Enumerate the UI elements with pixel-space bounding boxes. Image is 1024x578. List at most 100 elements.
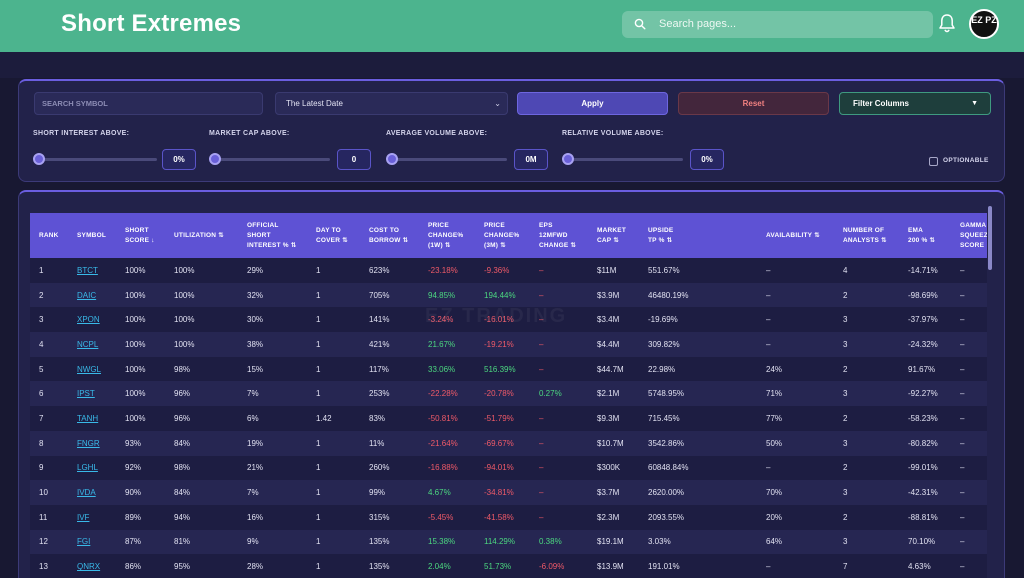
table-cell: 3 [843,537,848,547]
table-cell: 114.29% [484,537,515,547]
column-header[interactable]: OFFICIAL SHORT INTEREST % ⇅ [247,221,297,249]
table-cell: 94.85% [428,290,456,300]
table-cell: 86% [125,562,142,572]
table-scroll-area[interactable]: RANK SYMBOL SHORT SCORE ↓ UTILIZATION ⇅ OFFI… [30,213,987,578]
table-row[interactable]: 10 IVDA 90% 84% 7% 1 99% 4.67% -34.81% – $3.7M 2620… [30,480,987,505]
table-cell: – [539,315,544,325]
table-row[interactable]: 6 IPST 100% 96% 7% 1 253% -22.28% -20.78% 0.27% $2… [30,381,987,407]
table-cell: -23.18% [428,265,458,275]
table-row[interactable]: 8 FNGR 93% 84% 19% 1 11% -21.64% -69.67% – $10.7M 3… [30,430,987,456]
column-header[interactable]: PRICE CHANGE% (3M) ⇅ [484,221,520,249]
reset-button[interactable]: Reset [678,92,829,115]
table-cell: – [960,438,965,448]
column-header[interactable]: EMA 200 % ⇅ [908,226,936,244]
table-cell: 100% [174,290,195,300]
table-cell: – [766,463,771,473]
table-row[interactable]: 9 LGHL 92% 98% 21% 1 260% -16.88% -94.01% – $300K 6… [30,455,987,481]
table-cell: 551.67% [648,265,680,275]
symbol-link[interactable]: FNGR [77,438,100,448]
avatar[interactable]: EZ PZ [969,9,999,39]
optionable-checkbox[interactable] [929,157,938,166]
table-row[interactable]: 2 DAIC 100% 100% 32% 1 705% 94.85% 194.44% – $3.9M… [30,282,987,308]
relative-volume-label: RELATIVE VOLUME ABOVE: [562,130,664,137]
symbol-link[interactable]: BTCT [77,265,98,275]
relative-volume-value[interactable]: 0% [690,149,724,170]
date-select[interactable]: The Latest Date ⌄ [275,92,508,115]
table-cell: 7 [39,413,44,423]
symbol-link[interactable]: IVF [77,512,90,522]
header-spacer [0,52,1024,78]
column-header[interactable]: NUMBER OF ANALYSTS ⇅ [843,226,887,244]
column-header[interactable]: COST TO BORROW ⇅ [369,226,409,244]
table-cell: 1 [316,463,321,473]
apply-button[interactable]: Apply [517,92,668,115]
table-row[interactable]: 12 FGI 87% 81% 9% 1 135% 15.38% 114.29% 0.38% $19.… [30,529,987,555]
table-row[interactable]: 11 IVF 89% 94% 16% 1 315% -5.45% -41.58% – $2.3M 20… [30,504,987,530]
symbol-link[interactable]: TANH [77,413,99,423]
table-cell: – [766,315,771,325]
caret-down-icon: ▼ [971,100,978,107]
filter-panel: SEARCH SYMBOL The Latest Date ⌄ Apply Re… [18,79,1005,182]
table-row[interactable]: 3 XPON 100% 100% 30% 1 141% -3.24% -16.01% – $3.4M… [30,307,987,333]
column-header[interactable]: MARKET CAP ⇅ [597,226,627,244]
table-cell: 98% [174,364,191,374]
column-header[interactable]: AVAILABILITY ⇅ [766,231,820,239]
column-header[interactable]: UTILIZATION ⇅ [174,231,224,239]
table-cell: 91.67% [908,364,936,374]
average-volume-value[interactable]: 0M [514,149,548,170]
short-interest-value[interactable]: 0% [162,149,196,170]
table-cell: – [960,364,965,374]
symbol-link[interactable]: FGI [77,537,91,547]
symbol-link[interactable]: LGHL [77,463,98,473]
table-cell: 84% [174,488,191,498]
table-cell: -94.01% [484,463,514,473]
symbol-link[interactable]: XPON [77,315,100,325]
table-cell: 516.39% [484,364,516,374]
column-header[interactable]: DAY TO COVER ⇅ [316,226,348,244]
symbol-link[interactable]: QNRX [77,562,101,572]
relative-volume-slider-handle[interactable] [562,153,574,165]
table-scrollbar[interactable] [988,206,992,270]
column-header[interactable]: PRICE CHANGE% (1W) ⇅ [428,221,464,249]
column-header[interactable]: SHORT SCORE ↓ [125,226,155,244]
symbol-link[interactable]: IVDA [77,488,96,498]
search-symbol-input[interactable]: SEARCH SYMBOL [34,92,263,115]
search-icon [634,18,646,30]
table-cell: – [539,512,544,522]
table-cell: 100% [174,315,195,325]
symbol-link[interactable]: DAIC [77,290,97,300]
table-row[interactable]: 1 BTCT 100% 100% 29% 1 623% -23.18% -9.36% – $11M 5… [30,258,987,283]
page-title: Short Extremes [61,10,242,37]
short-interest-slider-track[interactable] [39,158,157,161]
market-cap-slider-handle[interactable] [209,153,221,165]
table-cell: -37.97% [908,315,938,325]
table-cell: – [766,562,771,572]
symbol-link[interactable]: NCPL [77,339,99,349]
relative-volume-slider-track[interactable] [568,158,683,161]
table-row[interactable]: 7 TANH 100% 96% 6% 1.42 83% -50.81% -51.79% – $9.3… [30,406,987,431]
symbol-link[interactable]: NWGL [77,364,101,374]
search-pages-input[interactable]: Search pages... [622,11,933,38]
short-interest-slider-handle[interactable] [33,153,45,165]
market-cap-slider-track[interactable] [215,158,330,161]
average-volume-slider-track[interactable] [392,158,507,161]
table-cell: 2620.00% [648,488,685,498]
column-header[interactable]: UPSIDE TP % ⇅ [648,226,674,244]
table-row[interactable]: 13 QNRX 86% 95% 28% 1 135% 2.04% 51.73% -6.09% $13… [30,554,987,578]
table-cell: 7% [247,488,259,498]
column-header[interactable]: GAMMA SQUEEZE SCORE [960,221,987,249]
filter-columns-button[interactable]: Filter Columns ▼ [839,92,991,115]
symbol-link[interactable]: IPST [77,389,95,399]
table-body: 1 BTCT 100% 100% 29% 1 623% -23.18% -9.36% – $11M 5… [30,258,987,578]
column-header[interactable]: EPS 12MFWD CHANGE ⇅ [539,221,577,249]
table-cell: – [960,463,965,473]
market-cap-value[interactable]: 0 [337,149,371,170]
average-volume-slider-handle[interactable] [386,153,398,165]
table-cell: -58.23% [908,413,938,423]
table-cell: 12 [39,537,48,547]
table-row[interactable]: 4 NCPL 100% 100% 38% 1 421% 21.67% -19.21% – $4.4M… [30,332,987,357]
table-cell: – [539,438,544,448]
table-row[interactable]: 5 NWGL 100% 98% 15% 1 117% 33.06% 516.39% – $44.7M… [30,356,987,382]
table-cell: – [960,562,965,572]
bell-icon[interactable] [938,13,956,33]
